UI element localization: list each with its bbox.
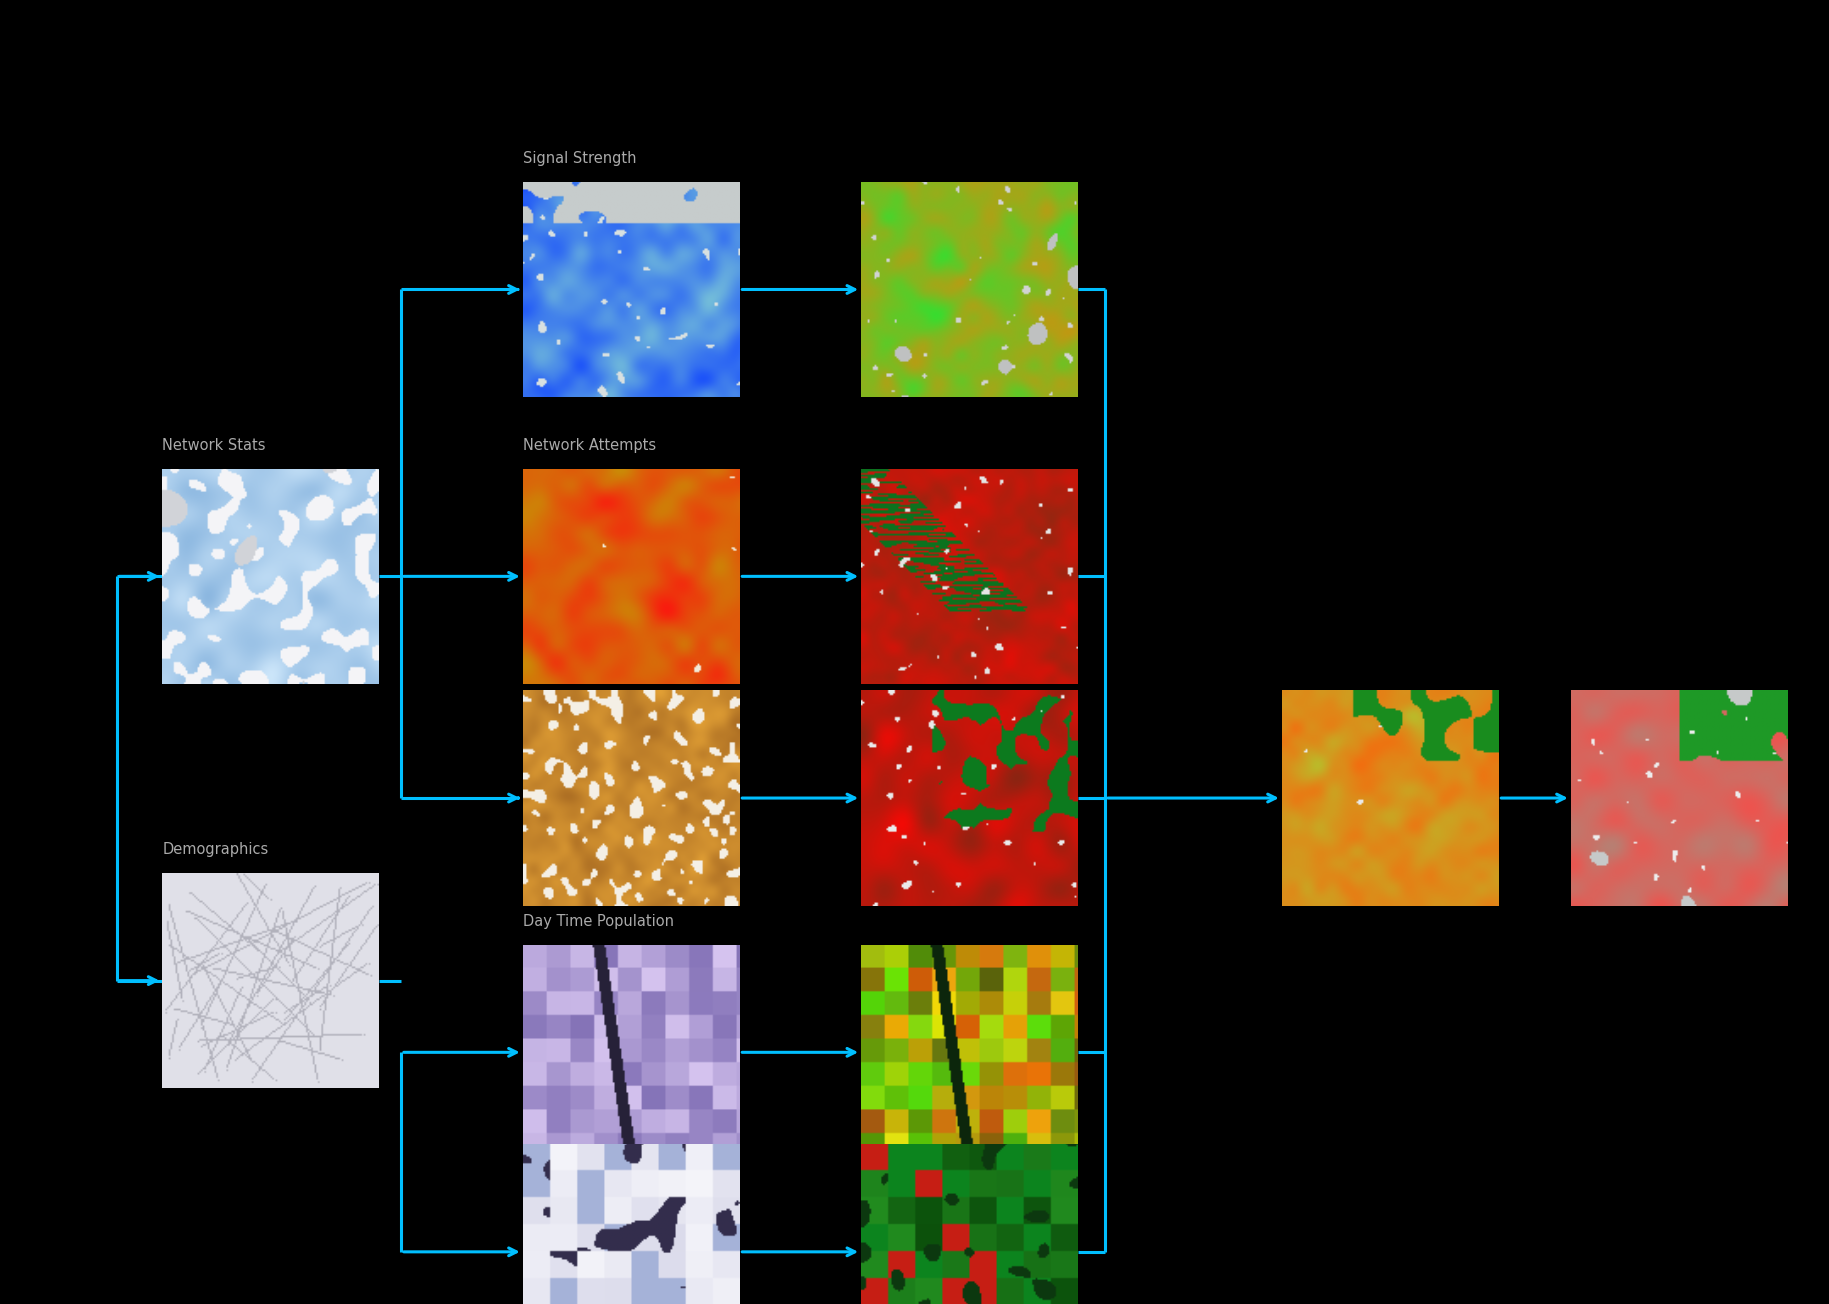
Text: Demographics: Demographics [163, 842, 269, 858]
Text: No Internet Access: No Internet Access [523, 1114, 660, 1128]
Text: Network Stats: Network Stats [163, 438, 265, 452]
Text: No Service: No Service [523, 660, 602, 675]
Text: Day Time Population: Day Time Population [523, 914, 673, 928]
Text: Signal Strength: Signal Strength [523, 151, 636, 166]
Text: Network Attempts: Network Attempts [523, 438, 657, 452]
